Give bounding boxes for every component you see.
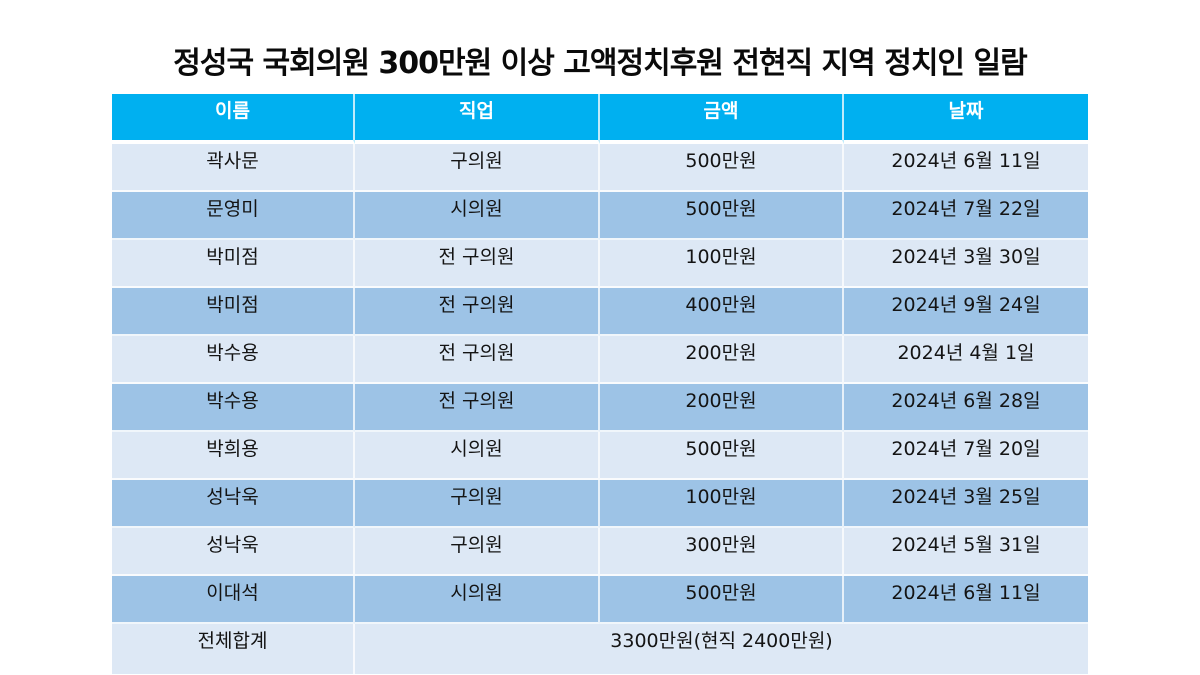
cell-job: 전 구의원 <box>355 240 600 288</box>
cell-name: 박미점 <box>112 240 355 288</box>
cell-name: 성낙욱 <box>112 528 355 576</box>
column-header-name: 이름 <box>112 94 355 144</box>
total-row: 전체합계 3300만원(현직 2400만원) <box>112 624 1088 674</box>
cell-date: 2024년 6월 11일 <box>844 144 1088 192</box>
cell-date: 2024년 6월 28일 <box>844 384 1088 432</box>
cell-job: 전 구의원 <box>355 384 600 432</box>
table-body: 곽사문 구의원 500만원 2024년 6월 11일 문영미 시의원 500만원… <box>112 144 1088 674</box>
cell-amount: 200만원 <box>600 384 844 432</box>
cell-name: 박수용 <box>112 384 355 432</box>
cell-amount: 100만원 <box>600 480 844 528</box>
cell-date: 2024년 4월 1일 <box>844 336 1088 384</box>
table-row: 박수용 전 구의원 200만원 2024년 4월 1일 <box>112 336 1088 384</box>
cell-amount: 400만원 <box>600 288 844 336</box>
column-header-job: 직업 <box>355 94 600 144</box>
table-row: 성낙욱 구의원 100만원 2024년 3월 25일 <box>112 480 1088 528</box>
cell-job: 구의원 <box>355 528 600 576</box>
header-row: 이름 직업 금액 날짜 <box>112 94 1088 144</box>
table-row: 곽사문 구의원 500만원 2024년 6월 11일 <box>112 144 1088 192</box>
cell-date: 2024년 9월 24일 <box>844 288 1088 336</box>
cell-amount: 500만원 <box>600 192 844 240</box>
cell-date: 2024년 7월 20일 <box>844 432 1088 480</box>
cell-name: 성낙욱 <box>112 480 355 528</box>
cell-name: 박수용 <box>112 336 355 384</box>
table-row: 박미점 전 구의원 400만원 2024년 9월 24일 <box>112 288 1088 336</box>
cell-name: 박희용 <box>112 432 355 480</box>
cell-name: 문영미 <box>112 192 355 240</box>
cell-job: 시의원 <box>355 192 600 240</box>
total-value: 3300만원(현직 2400만원) <box>355 624 1088 674</box>
cell-amount: 100만원 <box>600 240 844 288</box>
table-row: 박희용 시의원 500만원 2024년 7월 20일 <box>112 432 1088 480</box>
table-row: 박미점 전 구의원 100만원 2024년 3월 30일 <box>112 240 1088 288</box>
donation-table: 이름 직업 금액 날짜 곽사문 구의원 500만원 2024년 6월 11일 문… <box>112 94 1088 674</box>
cell-date: 2024년 7월 22일 <box>844 192 1088 240</box>
table-header: 이름 직업 금액 날짜 <box>112 94 1088 144</box>
donation-table-container: 이름 직업 금액 날짜 곽사문 구의원 500만원 2024년 6월 11일 문… <box>112 94 1088 674</box>
cell-date: 2024년 3월 25일 <box>844 480 1088 528</box>
cell-amount: 500만원 <box>600 432 844 480</box>
cell-job: 전 구의원 <box>355 336 600 384</box>
cell-job: 시의원 <box>355 576 600 624</box>
cell-date: 2024년 6월 11일 <box>844 576 1088 624</box>
total-label: 전체합계 <box>112 624 355 674</box>
cell-job: 시의원 <box>355 432 600 480</box>
page-title: 정성국 국회의원 300만원 이상 고액정치후원 전현직 지역 정치인 일람 <box>173 46 1027 81</box>
cell-amount: 300만원 <box>600 528 844 576</box>
table-row: 문영미 시의원 500만원 2024년 7월 22일 <box>112 192 1088 240</box>
table-row: 박수용 전 구의원 200만원 2024년 6월 28일 <box>112 384 1088 432</box>
cell-amount: 500만원 <box>600 576 844 624</box>
cell-name: 이대석 <box>112 576 355 624</box>
cell-job: 구의원 <box>355 144 600 192</box>
cell-job: 전 구의원 <box>355 288 600 336</box>
cell-name: 박미점 <box>112 288 355 336</box>
column-header-date: 날짜 <box>844 94 1088 144</box>
cell-date: 2024년 3월 30일 <box>844 240 1088 288</box>
column-header-amount: 금액 <box>600 94 844 144</box>
cell-date: 2024년 5월 31일 <box>844 528 1088 576</box>
cell-name: 곽사문 <box>112 144 355 192</box>
cell-amount: 500만원 <box>600 144 844 192</box>
table-row: 이대석 시의원 500만원 2024년 6월 11일 <box>112 576 1088 624</box>
table-row: 성낙욱 구의원 300만원 2024년 5월 31일 <box>112 528 1088 576</box>
cell-job: 구의원 <box>355 480 600 528</box>
cell-amount: 200만원 <box>600 336 844 384</box>
